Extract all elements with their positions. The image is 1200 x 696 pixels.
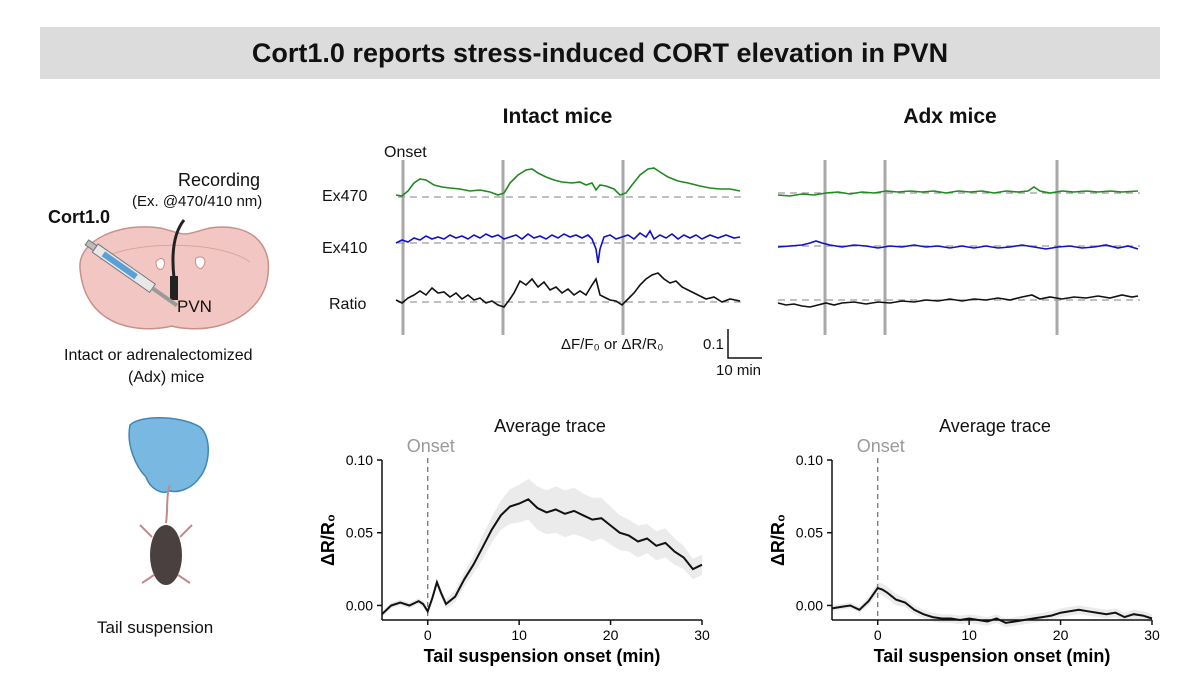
syringe-icon [84,239,179,308]
ventricle-right [195,256,206,269]
x-axis-label: Tail suspension onset (min) [874,646,1111,666]
scale-time: 10 min [716,362,762,379]
intact-ratio-trace [395,272,741,308]
mice-label-line2: (Adx) mice [128,369,205,386]
adx-ex410-trace [777,240,1139,250]
chart2-title: Average trace [939,416,1051,436]
average-trace-intact-chart: Onset 0.00 0.05 0.10 0 10 20 30 Tail suspension … [318,436,710,666]
intact-title: Intact mice [502,105,613,128]
x-tick-label: 0 [424,627,432,643]
figure-title-bar: Cort1.0 reports stress-induced CORT elev… [40,27,1160,79]
y-axis-label: ΔR/R₀ [768,514,788,566]
recording-label: Recording [178,170,261,190]
optic-fiber [170,276,178,300]
scale-ylabel: ΔF/F₀ or ΔR/R₀ [561,336,664,353]
mean-trace-line [831,586,1153,624]
row-label-ex410: Ex410 [322,240,368,257]
excitation-label: (Ex. @470/410 nm) [132,193,263,210]
y-axis-label: ΔR/R₀ [318,514,338,566]
sem-band [382,478,702,618]
x-tick-label: 10 [961,627,977,643]
fiber-cable [171,219,186,279]
ventricle-left [155,258,165,270]
traces-onset-label: Onset [384,144,427,161]
y-tick-label: 0.00 [796,597,823,613]
y-tick-label: 0.00 [346,597,373,613]
sem-band [832,582,1152,628]
x-tick-label: 20 [1053,627,1069,643]
y-tick-label: 0.05 [346,525,373,541]
x-tick-label: 10 [511,627,527,643]
row-label-ratio: Ratio [329,296,367,313]
chart1-title: Average trace [494,416,606,436]
x-tick-label: 20 [603,627,619,643]
y-tick-label: 0.10 [796,452,823,468]
adx-onset-lines [823,160,1059,335]
x-tick-label: 30 [1144,627,1160,643]
region-label: PVN [177,297,212,316]
mean-trace-line [381,498,703,615]
row-label-ex470: Ex470 [322,188,368,205]
x-tick-label: 30 [694,627,710,643]
adx-ratio-trace [777,294,1139,308]
tail-suspension-illustration [128,417,209,585]
intact-traces [395,160,742,335]
onset-label: Onset [857,436,905,456]
adx-traces [777,160,1140,335]
brain-schematic [79,219,270,330]
y-tick-label: 0.05 [796,525,823,541]
onset-label: Onset [407,436,455,456]
adx-title: Adx mice [903,105,997,128]
sensor-label: Cort1.0 [48,207,111,227]
tail-label: Tail suspension [97,618,214,637]
x-axis-label: Tail suspension onset (min) [424,646,661,666]
intact-baselines [398,196,742,303]
intact-ex410-trace [395,229,741,264]
glove-icon [128,417,209,493]
average-trace-adx-chart: Onset 0.00 0.05 0.10 0 10 20 30 Tail suspension … [768,436,1160,666]
figure-title: Cort1.0 reports stress-induced CORT elev… [251,37,949,68]
mice-label-line1: Intact or adrenalectomized [64,347,253,364]
scale-bar [727,329,762,359]
mouse-icon [150,525,182,585]
scale-value: 0.1 [703,336,724,353]
intact-ex470-trace [395,167,741,197]
x-tick-label: 0 [874,627,882,643]
mouse-tail [165,484,171,524]
y-tick-label: 0.10 [346,452,373,468]
adx-ex470-trace [777,186,1139,197]
